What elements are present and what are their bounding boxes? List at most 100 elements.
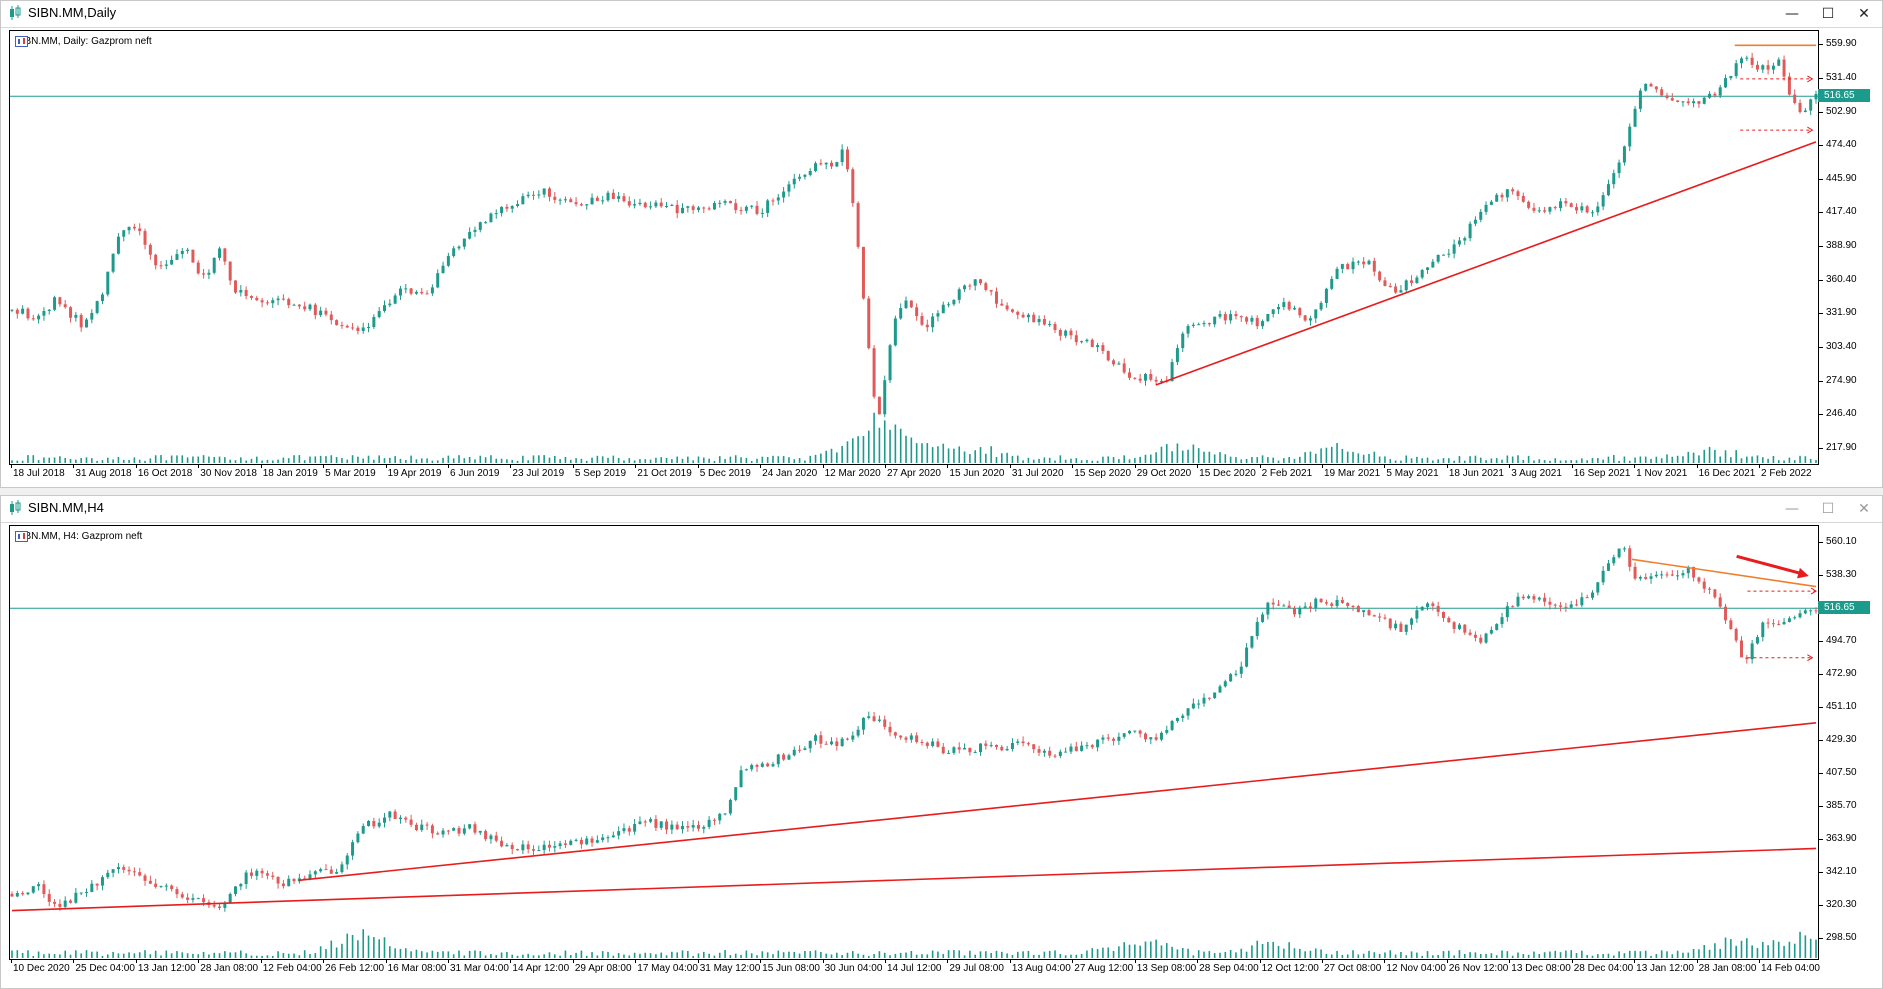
- time-tick: [885, 959, 886, 963]
- arrow-head-icon: [1797, 567, 1809, 579]
- volume-bar: [585, 460, 588, 463]
- volume-bar: [91, 951, 93, 958]
- volume-bar: [506, 952, 508, 958]
- volume-bar: [399, 948, 402, 958]
- candle-body: [95, 883, 99, 886]
- volume-bar: [240, 950, 242, 958]
- candle-body: [1543, 210, 1547, 212]
- price-tick: [1818, 279, 1823, 281]
- candle-body: [122, 867, 126, 870]
- candle-body: [106, 271, 110, 295]
- candle-body: [649, 206, 653, 208]
- candle-body: [212, 257, 216, 273]
- candle-body: [1537, 597, 1541, 600]
- candle-body: [1319, 598, 1323, 603]
- candle-body: [351, 842, 355, 856]
- window-titlebar[interactable]: SIBN.MM,H4 — ☐ ✕: [1, 496, 1882, 523]
- volume-bar: [947, 448, 950, 463]
- candle-body: [1197, 703, 1201, 705]
- time-label: 5 Mar 2019: [325, 468, 376, 479]
- candle-body: [1000, 746, 1004, 751]
- volume-bar: [1187, 948, 1189, 958]
- candle-body: [569, 199, 573, 203]
- chart-canvas[interactable]: SIBN.MM, Daily: Gazprom neft: [9, 30, 1819, 465]
- volume-bar: [1682, 952, 1684, 958]
- candle-body: [814, 163, 818, 171]
- maximize-icon[interactable]: ☐: [1821, 6, 1835, 22]
- volume-bar: [1644, 456, 1647, 463]
- candle-body: [473, 229, 477, 232]
- volume-bar: [484, 457, 487, 463]
- volume-bar: [607, 951, 609, 958]
- volume-bar: [1001, 951, 1003, 958]
- close-icon[interactable]: ✕: [1858, 6, 1870, 22]
- candle-body: [1340, 264, 1344, 269]
- candle-body: [186, 249, 190, 251]
- chart-canvas[interactable]: SIBN.MM, H4: Gazprom neft: [9, 525, 1819, 960]
- candle-body: [1261, 321, 1265, 327]
- candle-body: [792, 178, 796, 185]
- price-axis[interactable]: 559.90 531.40 502.90 474.40 445.90 417.40 388.…: [1818, 30, 1882, 463]
- time-axis[interactable]: 18 Jul 2018 31 Aug 2018 16 Oct 2018 30 Nov …: [9, 464, 1819, 484]
- candle-body: [1484, 204, 1488, 212]
- candle-body: [1633, 108, 1637, 127]
- time-label: 31 May 12:00: [699, 963, 761, 974]
- price-axis[interactable]: 560.10538.30516.50494.70472.90451.10429.…: [1818, 525, 1882, 958]
- time-tick: [11, 464, 12, 468]
- volume-bar: [154, 455, 157, 463]
- candle-body: [1218, 314, 1222, 317]
- volume-bar: [729, 955, 732, 958]
- volume-bar: [830, 448, 833, 463]
- candle-body: [159, 265, 163, 267]
- volume-bar: [1644, 950, 1647, 958]
- time-label: 13 Jan 12:00: [1636, 963, 1694, 974]
- candle-body: [265, 302, 269, 304]
- candle-body: [265, 873, 269, 876]
- minimize-icon[interactable]: —: [1785, 501, 1799, 517]
- chart-window-h4[interactable]: SIBN.MM,H4 — ☐ ✕ SIBN.MM, H4: Gazprom ne…: [0, 495, 1883, 989]
- volume-bar: [1267, 457, 1269, 463]
- candle-body: [271, 300, 275, 304]
- candle-body: [1064, 330, 1068, 336]
- candle-body: [47, 309, 51, 312]
- volume-bar: [59, 456, 61, 463]
- candle-body: [436, 273, 440, 288]
- candle-body: [313, 304, 317, 316]
- volume-bar: [1463, 460, 1466, 463]
- candle-body: [260, 870, 264, 874]
- chart-window-daily[interactable]: SIBN.MM,Daily — ☐ ✕ SIBN.MM, Daily: Gazp…: [0, 0, 1883, 488]
- candle-body: [404, 817, 408, 820]
- candle-body: [1085, 745, 1089, 747]
- candle-body: [1787, 76, 1791, 95]
- volume-bar: [1416, 952, 1418, 958]
- volume-bar: [1676, 455, 1679, 463]
- volume-bar: [1597, 458, 1599, 463]
- volume-bar: [1064, 955, 1067, 958]
- minimize-icon[interactable]: —: [1785, 6, 1799, 22]
- volume-bar: [559, 955, 561, 958]
- maximize-icon[interactable]: ☐: [1821, 501, 1835, 517]
- candle-body: [1766, 65, 1770, 70]
- candle-body: [867, 716, 871, 718]
- candle-body: [1037, 319, 1041, 323]
- volume-bar: [1804, 456, 1807, 463]
- time-axis[interactable]: 10 Dec 2020 25 Dec 04:00 13 Jan 12:00 28 Ja…: [9, 959, 1820, 979]
- volume-bar: [1517, 455, 1519, 463]
- time-label: 25 Dec 04:00: [75, 963, 135, 974]
- volume-bar: [947, 950, 950, 958]
- window-titlebar[interactable]: SIBN.MM,Daily — ☐ ✕: [1, 1, 1882, 28]
- candle-body: [883, 719, 887, 727]
- volume-bar: [1426, 457, 1429, 463]
- volume-bar: [1134, 458, 1136, 463]
- volume-bar: [1229, 456, 1232, 463]
- candle-body: [1489, 629, 1493, 634]
- close-icon[interactable]: ✕: [1858, 501, 1870, 517]
- volume-bar: [1336, 443, 1338, 463]
- candle-body: [1814, 93, 1818, 100]
- volume-bar: [702, 457, 705, 463]
- candle-body: [398, 817, 402, 820]
- volume-bar: [1235, 952, 1237, 958]
- volume-bar: [1378, 953, 1381, 958]
- price-tick: [1818, 673, 1823, 675]
- volume-bar: [309, 456, 311, 463]
